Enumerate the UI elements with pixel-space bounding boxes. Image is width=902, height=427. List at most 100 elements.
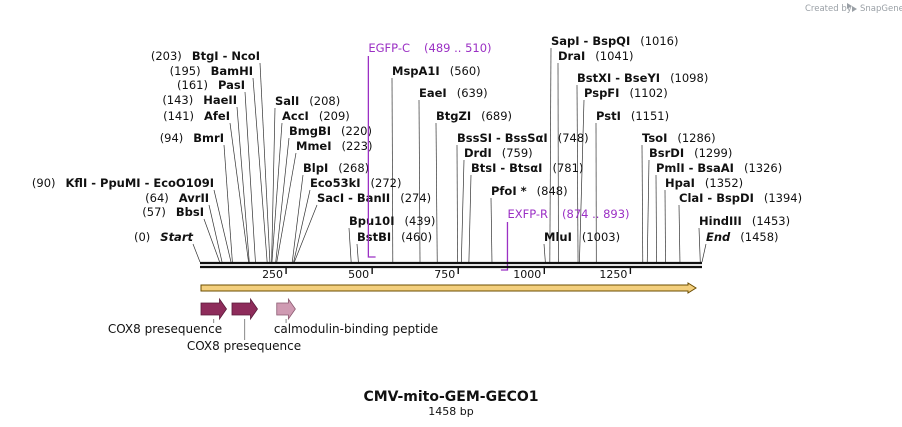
site-bsrdi-1299-leader [646,159,650,263]
site-end-1458: End (1458) [706,230,779,244]
feature-cox8-presequence-2-label: COX8 presequence [187,339,301,353]
site-tsoi-1286: TsoI (1286) [642,131,716,145]
primer-egfp-c-marker [367,56,376,258]
site-btgi-ncoi-203-label: BtgI - NcoI [192,49,260,63]
site-end-1458-position: (1458) [740,230,778,244]
site-acci-209: AccI (209) [282,109,350,123]
site-start-0-label: Start [160,230,193,244]
site-pfoi-848-position: (848) [537,184,568,198]
site-tsoi-1286-leader [641,144,644,263]
site-btgzi-689: BtgZI (689) [436,109,512,123]
site-sali-208-label: SalI [275,94,299,108]
orf-arrow [200,282,697,294]
site-pspfi-1102-leader [579,99,585,263]
site-sapi-bspqi-1016: SapI - BspQI (1016) [551,34,678,48]
site-mspa1i-560-label: MspA1I [392,64,440,78]
site-eco53ki-272-position: (272) [371,176,402,190]
site-bsrdi-1299-label: BsrDI [649,146,684,160]
site-clai-bspdi-1394-leader [678,204,681,263]
site-acci-209-position: (209) [319,109,350,123]
site-btgzi-689-position: (689) [481,109,512,123]
site-drai-1041: DraI (1041) [558,49,634,63]
site-pspfi-1102: PspFI (1102) [584,86,668,100]
site-eaei-639-position: (639) [457,86,488,100]
feature-calmodulin-binding-peptide-3: calmodulin-binding peptide [274,297,438,336]
site-pfoi-848-label: PfoI * [491,184,527,198]
bp-axis: 250 500 750 1000 1250 [262,268,632,281]
credit-brand: SnapGene [860,4,902,14]
site-haeii-143-leader [236,106,250,263]
map-length: 1458 bp [428,405,473,418]
primer-egfp-c-label: EGFP-C [368,41,410,55]
site-sali-208-leader [271,107,276,263]
site-tsoi-1286-position: (1286) [677,131,715,145]
site-bmgbi-220: BmgBI (220) [289,124,372,138]
site-bpu10i-439-position: (439) [404,214,435,228]
site-bamhi-195-label: BamHI [211,64,253,78]
site-mlui-1003-leader [543,243,546,263]
axis-tick-label: 750 [434,268,455,281]
primers: EGFP-C (489 .. 510) EXFP-R (874 .. 893) [367,41,630,271]
site-kfli-ppumi-ecoo109i-90-position: (90) [32,176,56,190]
snapgene-logo-icon [847,3,857,12]
site-bstxi-bseyi-1098-leader [576,84,579,263]
site-drai-1041-position: (1041) [595,49,633,63]
site-btsi-bts-i-781-leader [468,174,472,263]
site-hpai-1352-leader [664,189,666,263]
site-bpu10i-439-leader [348,227,352,263]
sequence-backbone [200,261,702,269]
site-bstbi-460: BstBI (460) [357,230,432,244]
site-avrii-64-label: AvrII [179,191,209,205]
primer-exfp-r-label: EXFP-R [507,207,548,221]
site-eaei-639-leader [418,99,421,263]
site-end-1458-label: End [706,230,731,244]
site-mmei-223: MmeI (223) [296,139,372,153]
site-blpi-268-position: (268) [338,161,369,175]
site-mspa1i-560-position: (560) [450,64,481,78]
site-kfli-ppumi-ecoo109i-90: KflI - PpuMI - EcoO109I (90) [32,176,214,190]
site-pfoi-848: PfoI * (848) [491,184,568,198]
site-bbsi-57-leader [203,218,220,263]
site-bsssi-bsss-i-748-position: (748) [558,131,589,145]
site-btsi-bts-i-781-label: BtsI - BtsαI [471,161,542,175]
site-clai-bspdi-1394: ClaI - BspDI (1394) [679,191,802,205]
site-eaei-639-label: EaeI [419,86,447,100]
site-afei-141-leader [229,122,249,263]
site-mmei-223-position: (223) [342,139,373,153]
site-eco53ki-272-leader [293,189,311,263]
feature-calmodulin-binding-peptide-3-arrow [276,297,296,321]
site-hpai-1352-position: (1352) [705,176,743,190]
site-mlui-1003: MluI (1003) [544,230,620,244]
site-hindiii-1453-position: (1453) [752,214,790,228]
site-tsoi-1286-label: TsoI [642,131,667,145]
site-mlui-1003-label: MluI [544,230,572,244]
site-start-0: Start (0) [134,230,194,244]
feature-cox8-presequence-1: COX8 presequence [108,297,228,336]
site-avrii-64: AvrII (64) [145,191,209,205]
site-haeii-143-label: HaeII [203,93,237,107]
site-drdi-759-label: DrdI [464,146,492,160]
feature-calmodulin-binding-peptide-3-label: calmodulin-binding peptide [274,322,438,336]
site-bpu10i-439: Bpu10I (439) [349,214,435,228]
feature-cox8-presequence-1-arrow [200,297,228,321]
site-drdi-759-position: (759) [502,146,533,160]
site-mmei-223-label: MmeI [296,139,332,153]
site-bbsi-57: BbsI (57) [142,205,204,219]
site-mmei-223-leader [276,152,297,263]
site-labels: Start (0) BbsI (57) AvrII (64)KflI - PpuMI - … [32,34,802,244]
site-bmri-94-leader [223,144,233,263]
orf-arrow-shape [200,282,697,294]
site-clai-bspdi-1394-label: ClaI - BspDI [679,191,754,205]
site-saci-banii-274-position: (274) [400,191,431,205]
site-bpu10i-439-label: Bpu10I [349,214,394,228]
site-acci-209-leader [271,122,283,263]
site-btgi-ncoi-203-leader [259,62,271,263]
site-pasi-161-label: PasI [218,78,245,92]
primer-egfp-c: EGFP-C (489 .. 510) [367,41,492,258]
feature-cox8-presequence-1-label: COX8 presequence [108,322,222,336]
site-pmli-bsaai-1326: PmlI - BsaAI (1326) [656,161,782,175]
site-start-0-position: (0) [134,230,150,244]
site-sapi-bspqi-1016-leader [549,47,552,263]
site-avrii-64-position: (64) [145,191,169,205]
site-bmri-94-label: BmrI [193,131,224,145]
